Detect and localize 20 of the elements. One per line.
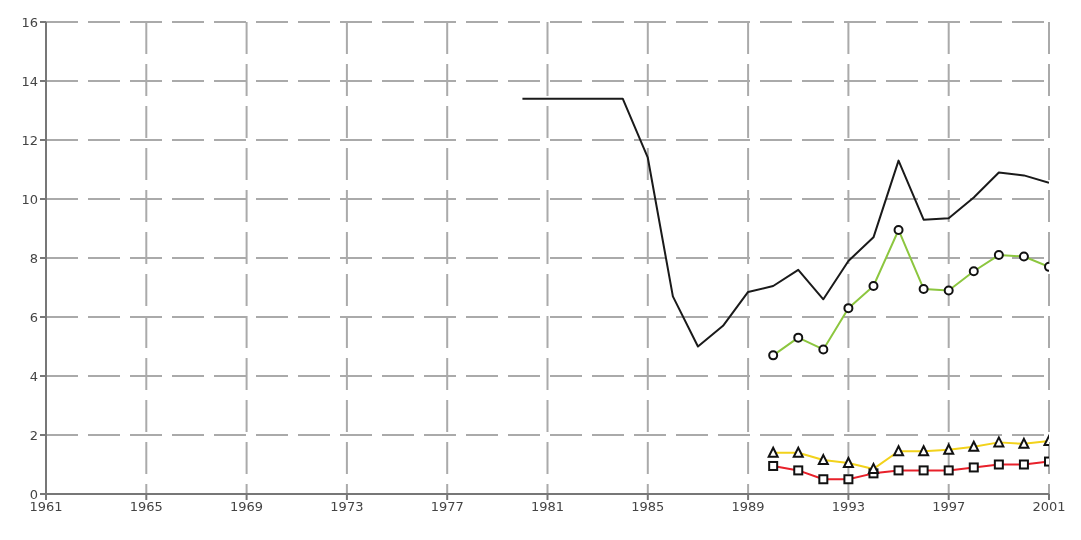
x-tick-label: 1985 [631, 499, 665, 515]
x-tick-label: 1969 [230, 499, 264, 515]
y-tick-label: 6 [29, 309, 38, 325]
y-tick-label: 16 [21, 14, 38, 30]
x-tick-label: 1993 [831, 499, 865, 515]
y-tick-label: 10 [21, 191, 38, 207]
x-tick-label: 1997 [932, 499, 966, 515]
y-tick-label: 8 [29, 250, 38, 266]
y-tick-label: 14 [21, 73, 38, 89]
x-tick-label: 1981 [530, 499, 565, 515]
x-tick-label: 1973 [330, 499, 364, 515]
y-tick-label: 2 [29, 427, 38, 443]
x-tick-label: 1977 [430, 499, 464, 515]
y-tick-label: 4 [29, 368, 38, 384]
x-tick-label: 1989 [731, 499, 765, 515]
y-tick-label: 0 [29, 486, 38, 502]
y-tick-label: 12 [21, 132, 38, 148]
x-tick-label: 2001 [1032, 499, 1066, 515]
x-tick-label: 1965 [129, 499, 163, 515]
x-tick-label: 1961 [29, 499, 63, 515]
